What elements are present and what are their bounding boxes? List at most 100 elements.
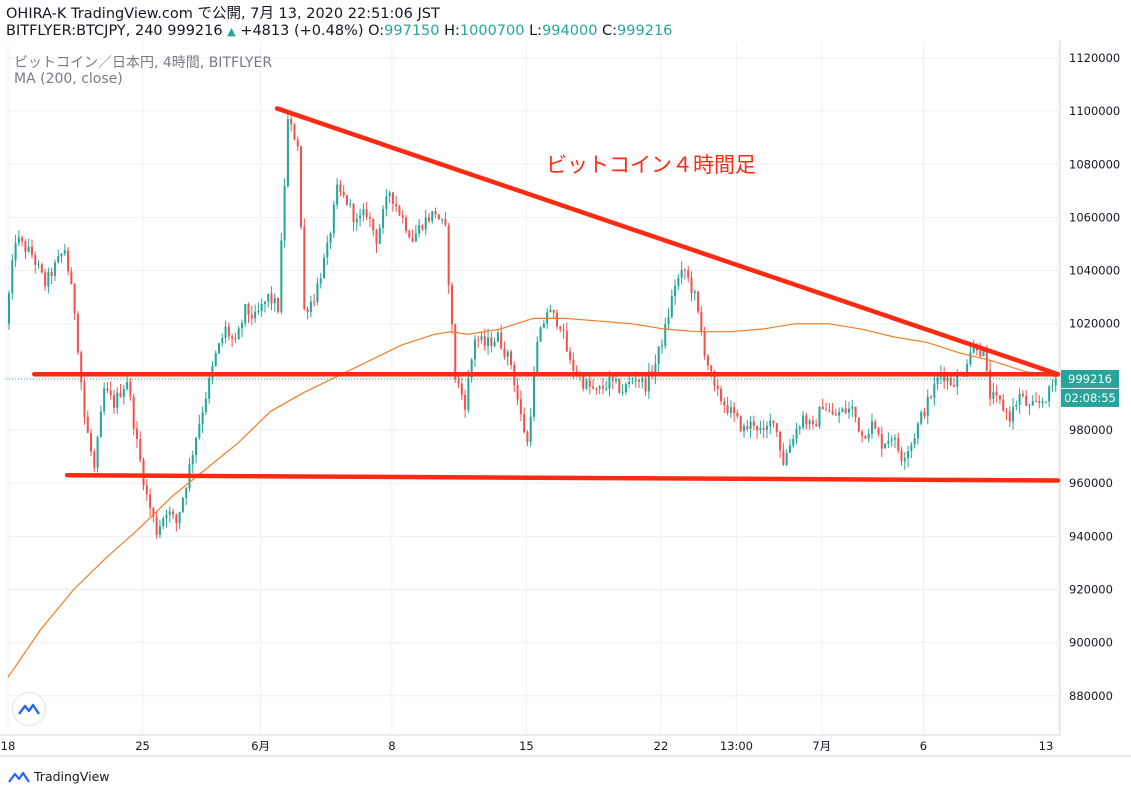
footer-brand[interactable]: TradingView: [34, 769, 110, 784]
candle: [513, 361, 516, 392]
candle: [595, 387, 598, 395]
candle: [926, 389, 929, 425]
chart-annotation[interactable]: ビットコイン４時間足: [546, 153, 756, 177]
candle-body: [624, 384, 627, 393]
candle: [982, 350, 985, 357]
candle: [851, 399, 854, 417]
candle: [490, 331, 493, 353]
candle-body: [516, 385, 519, 400]
candle: [336, 178, 339, 210]
candle: [644, 374, 647, 396]
candle-body: [424, 217, 427, 230]
candle-body: [175, 514, 178, 524]
candle: [126, 374, 129, 392]
candle-body: [362, 209, 365, 216]
candle: [933, 374, 936, 406]
trendlines[interactable]: [32, 106, 1061, 483]
candle: [723, 397, 726, 414]
candle-body: [27, 246, 30, 252]
candle: [447, 222, 450, 294]
candle-body: [90, 432, 93, 452]
candle-body: [316, 283, 319, 303]
candle: [375, 228, 378, 253]
tradingview-badge-icon[interactable]: [13, 693, 45, 725]
candle-body: [1005, 410, 1008, 412]
candle: [434, 207, 437, 219]
candle-body: [838, 412, 841, 416]
candle-body: [372, 218, 375, 231]
candle-body: [201, 412, 204, 424]
grid: [6, 42, 1059, 733]
candle-body: [496, 332, 499, 342]
candle: [437, 213, 440, 220]
candle: [250, 305, 253, 326]
candle-body: [470, 359, 473, 378]
ma-legend[interactable]: MA (200, close): [14, 71, 123, 87]
candle: [542, 320, 545, 329]
candle: [690, 271, 693, 302]
candle: [549, 304, 552, 313]
candle-body: [565, 330, 568, 352]
candle: [431, 210, 434, 224]
candle: [467, 369, 470, 414]
candle-body: [483, 336, 486, 346]
candle-body: [139, 438, 142, 460]
candle: [1008, 406, 1011, 428]
candle-body: [247, 304, 250, 315]
candle-body: [129, 382, 132, 397]
candle: [772, 420, 775, 428]
candle-body: [96, 437, 99, 468]
candle: [562, 323, 565, 339]
candle-body: [985, 350, 988, 371]
candle-body: [401, 215, 404, 218]
candle: [752, 415, 755, 431]
candle-body: [867, 433, 870, 439]
candle-body: [487, 337, 490, 346]
y-tick-label: 960000: [1069, 476, 1113, 490]
candle-body: [24, 241, 27, 252]
candle: [257, 302, 260, 315]
candle: [408, 229, 411, 239]
ma200-line: [7, 317, 1059, 678]
candle: [214, 350, 217, 368]
candle: [145, 478, 148, 501]
candle-body: [437, 214, 440, 220]
candle-body: [431, 211, 434, 222]
candle: [769, 413, 772, 435]
candle-body: [765, 426, 768, 430]
candle-body: [523, 414, 526, 433]
candle: [811, 415, 814, 430]
candle: [900, 446, 903, 466]
candle-body: [644, 377, 647, 392]
candle: [838, 407, 841, 424]
candle: [296, 136, 299, 151]
y-tick-label: 980000: [1069, 423, 1113, 437]
candle-body: [221, 337, 224, 344]
candle-body: [145, 485, 148, 495]
trendline[interactable]: [274, 106, 1061, 377]
candle: [998, 394, 1001, 405]
candle: [756, 425, 759, 440]
candle: [920, 410, 923, 426]
candle-body: [30, 246, 33, 256]
series-legend[interactable]: ビットコイン／日本円, 4時間, BITFLYER: [14, 55, 273, 71]
candle: [368, 212, 371, 228]
candle-body: [923, 411, 926, 416]
candle-body: [933, 383, 936, 398]
candle-body: [306, 308, 309, 313]
candle: [621, 383, 624, 396]
candle-body: [385, 196, 388, 210]
trendline[interactable]: [64, 472, 1061, 483]
candle: [989, 361, 992, 407]
candle-body: [1041, 401, 1044, 403]
candle: [585, 378, 588, 391]
candle: [949, 374, 952, 387]
candle-body: [172, 511, 175, 515]
candle: [516, 378, 519, 406]
up-triangle-icon: ▲: [227, 25, 236, 38]
candle: [884, 443, 887, 449]
candle-body: [601, 386, 604, 389]
candle-body: [47, 271, 50, 287]
candle: [923, 407, 926, 419]
